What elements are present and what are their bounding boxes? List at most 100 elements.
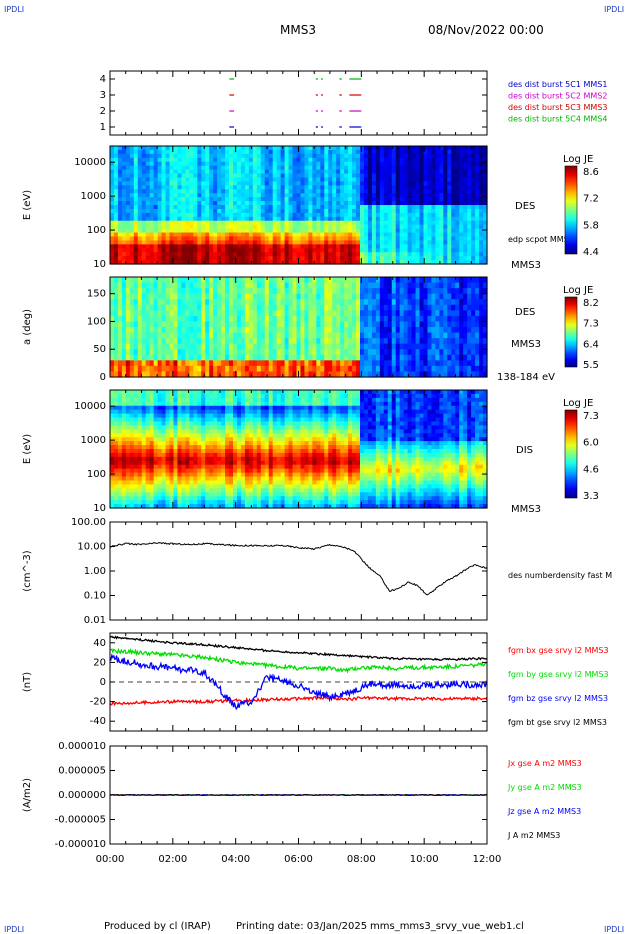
spectrogram-cell	[264, 189, 270, 194]
spectrogram-cell	[169, 205, 175, 210]
spectrogram-cell	[117, 177, 123, 182]
spectrogram-cell	[348, 256, 353, 261]
spectrogram-cell	[399, 349, 405, 356]
spectrogram-cell	[292, 371, 298, 378]
spectrogram-cell	[415, 360, 421, 367]
spectrogram-cell	[352, 244, 357, 249]
spectrogram-cell	[447, 165, 452, 171]
spectrogram-cell	[169, 299, 175, 306]
spectrogram-cell	[383, 236, 389, 241]
spectrogram-cell	[153, 216, 159, 222]
spectrogram-cell	[304, 304, 310, 311]
spectrogram-cell	[121, 205, 127, 210]
spectrogram-cell	[252, 208, 258, 214]
spectrogram-cell	[383, 343, 389, 350]
spectrogram-cell	[371, 232, 377, 238]
spectrogram-cell	[209, 236, 214, 241]
spectrogram-cell	[244, 349, 250, 356]
spectrogram-cell	[348, 181, 353, 186]
spectrogram-cell	[423, 228, 429, 234]
spectrogram-cell	[213, 282, 218, 289]
spectrogram-cell	[113, 177, 119, 182]
spectrogram-cell	[312, 232, 317, 238]
spectrogram-cell	[316, 304, 321, 311]
spectrogram-cell	[467, 321, 472, 328]
spectrogram-cell	[145, 321, 151, 328]
spectrogram-cell	[165, 365, 171, 373]
spectrogram-cell	[177, 260, 183, 265]
spectrogram-cell	[451, 146, 456, 151]
spectrogram-cell	[324, 189, 329, 194]
spectrogram-cell	[240, 205, 246, 210]
spectrogram-cell	[201, 193, 206, 198]
spectrogram-cell	[217, 244, 222, 249]
spectrogram-cell	[455, 256, 460, 261]
spectrogram-cell	[411, 304, 417, 311]
spectrogram-cell	[427, 157, 433, 163]
spectrogram-cell	[129, 189, 135, 194]
spectrogram-cell	[459, 256, 464, 261]
spectrogram-cell	[229, 220, 234, 226]
spectrogram-cell	[149, 244, 155, 249]
spectrogram-cell	[113, 460, 119, 466]
spectrogram-cell	[141, 354, 147, 361]
spectrogram-cell	[423, 260, 429, 265]
spectrogram-cell	[185, 304, 190, 311]
spectrogram-cell	[443, 157, 448, 163]
spectrogram-cell	[110, 441, 115, 446]
spectrogram-cell	[399, 293, 405, 300]
spectrogram-cell	[479, 260, 484, 265]
spectrogram-cell	[360, 343, 365, 350]
spectrogram-cell	[391, 304, 397, 311]
spectrogram-cell	[471, 310, 476, 317]
spectrogram-cell	[447, 185, 452, 190]
spectrogram-cell	[383, 197, 389, 202]
spectrogram-cell	[264, 157, 270, 163]
spectrogram-cell	[451, 216, 456, 222]
spectrogram-cell	[344, 304, 349, 311]
spectrogram-cell	[292, 299, 298, 306]
spectrogram-cell	[463, 165, 468, 171]
spectrogram-cell	[447, 321, 452, 328]
spectrogram-cell	[371, 228, 377, 234]
spectrogram-cell	[201, 208, 206, 214]
spectrogram-cell	[141, 201, 147, 206]
spectrogram-cell	[423, 205, 429, 210]
spectrogram-cell	[383, 288, 389, 295]
spectrogram-cell	[173, 236, 179, 241]
spectrogram-cell	[344, 371, 349, 378]
spectrogram-cell	[475, 173, 480, 179]
y-tick-label: 10000	[74, 157, 106, 168]
spectrogram-cell	[467, 149, 472, 155]
spectrogram-cell	[479, 321, 484, 328]
spectrogram-cell	[300, 248, 306, 253]
spectrogram-cell	[471, 185, 476, 190]
spectrogram-cell	[260, 299, 266, 306]
spectrogram-cell	[213, 293, 218, 300]
spectrogram-cell	[213, 299, 218, 306]
spectrogram-cell	[189, 205, 194, 210]
spectrogram-cell	[117, 401, 123, 407]
spectrogram-cell	[423, 293, 429, 300]
spectrogram-cell	[407, 299, 413, 306]
spectrogram-cell	[236, 146, 242, 151]
spectrogram-cell	[149, 310, 155, 317]
spectrogram-cell	[110, 236, 115, 241]
spectrogram-cell	[431, 338, 437, 345]
spectrogram-cell	[121, 165, 127, 171]
spectrogram-cell	[113, 248, 119, 253]
spectrogram-cell	[451, 310, 456, 317]
spectrogram-cell	[256, 252, 262, 257]
spectrogram-cell	[375, 332, 381, 339]
spectrogram-cell	[439, 216, 444, 222]
spectrogram-cell	[292, 224, 298, 230]
spectrogram-cell	[244, 240, 250, 245]
spectrogram-cell	[332, 277, 337, 284]
spectrogram-cell	[225, 173, 230, 179]
spectrogram-cell	[292, 220, 298, 226]
spectrogram-cell	[117, 310, 123, 317]
spectrogram-cell	[483, 224, 488, 230]
spectrogram-cell	[451, 165, 456, 171]
spectrogram-cell	[296, 161, 302, 167]
spectrogram-cell	[252, 310, 258, 317]
